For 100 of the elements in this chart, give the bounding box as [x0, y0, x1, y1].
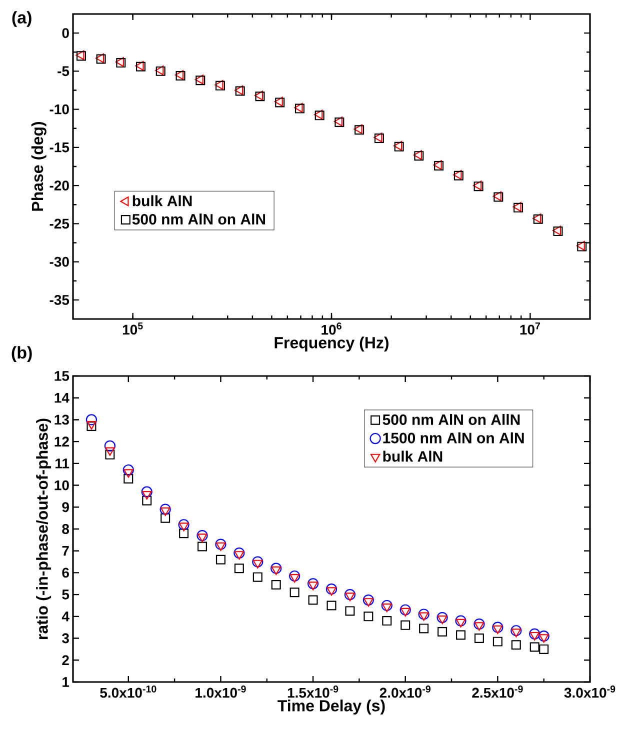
point	[290, 574, 300, 583]
y-tick-label: 12	[54, 436, 69, 446]
x-tick-label: 10$^{6}$	[322, 322, 342, 335]
point	[271, 580, 281, 590]
legend-label: 500 nm AlN on AllN	[382, 414, 520, 425]
y-tick-label: 15	[54, 371, 70, 381]
chart-title: (b)	[12, 346, 32, 362]
x-axis-title: Time Delay (s)	[278, 700, 385, 715]
x-tick-label: 1.5x10$^{-9}$	[288, 686, 338, 698]
point	[160, 513, 170, 523]
y-tick-label: -10	[50, 104, 69, 114]
point	[418, 612, 429, 621]
point	[196, 530, 208, 542]
point	[418, 608, 430, 620]
point	[124, 469, 134, 478]
point	[530, 632, 540, 641]
point	[216, 542, 226, 551]
point	[511, 640, 521, 650]
point	[160, 504, 171, 515]
x-tick-label: 10$^{7}$	[520, 322, 540, 335]
y-tick-label: 2	[62, 655, 69, 666]
x-axis-title: Frequency (Hz)	[274, 336, 388, 352]
point	[160, 507, 170, 516]
point	[438, 626, 448, 636]
point	[122, 464, 134, 476]
point	[364, 598, 374, 607]
y-tick-label: -15	[50, 142, 70, 152]
point	[290, 588, 300, 598]
point	[492, 625, 503, 634]
point	[289, 570, 300, 582]
y-tick-label: -25	[50, 218, 70, 229]
y-tick-label: -5	[58, 66, 70, 76]
point	[492, 622, 504, 633]
point	[234, 551, 244, 560]
point	[456, 630, 466, 640]
y-tick-label: 10	[54, 480, 69, 490]
y-tick-label: 11	[56, 458, 70, 468]
y-tick-label: -20	[50, 180, 69, 191]
x-tick-label: 2.5x10$^{-9}$	[472, 686, 523, 698]
y-tick-label: 14	[54, 393, 70, 403]
point	[252, 560, 263, 568]
point	[538, 630, 550, 642]
point	[307, 578, 319, 590]
y-tick-label: 5	[62, 590, 70, 600]
point	[216, 554, 226, 564]
point	[105, 447, 115, 456]
x-tick-label: 5.0x10$^{-10}$	[100, 686, 156, 698]
point	[400, 608, 410, 617]
point	[364, 612, 374, 622]
point	[474, 634, 484, 644]
point	[345, 592, 355, 602]
point	[141, 486, 152, 498]
point	[538, 634, 549, 643]
point	[510, 625, 522, 636]
y-tick-label: 3	[62, 633, 69, 644]
point	[419, 624, 429, 634]
x-tick-label: 2.0x10$^{-9}$	[380, 686, 430, 698]
y-axis-title: Phase (deg)	[31, 122, 46, 211]
y-tick-label: 0	[62, 28, 69, 38]
point	[252, 556, 264, 568]
point	[474, 622, 484, 631]
point	[382, 604, 392, 612]
point	[252, 572, 262, 582]
point	[326, 587, 336, 596]
legend-label: bulk AlN	[383, 450, 442, 462]
y-tick-label: 9	[62, 502, 69, 512]
point	[86, 414, 98, 426]
point	[215, 538, 226, 550]
point	[308, 582, 318, 590]
y-tick-label: 8	[62, 524, 70, 534]
point	[529, 628, 540, 640]
point	[345, 606, 355, 616]
point	[436, 612, 448, 624]
point	[178, 519, 190, 530]
legend-label: 500 nm AlN on AlN	[132, 214, 266, 225]
chart-title: (a)	[12, 11, 32, 27]
y-axis-title: ratio (-in-phase/out-of-phase)	[36, 418, 52, 640]
point	[382, 616, 392, 626]
y-tick-label: 6	[62, 568, 69, 578]
point	[179, 528, 189, 538]
point	[530, 642, 540, 652]
x-tick-label: 10$^{5}$	[122, 322, 143, 335]
point	[105, 450, 115, 460]
x-tick-label: 3.0x10$^{-9}$	[564, 686, 616, 698]
y-tick-label: -35	[50, 294, 70, 305]
point	[511, 628, 522, 638]
legend-label: bulk AlN	[132, 195, 192, 206]
legend-label: 1500 nm AlN on AlN	[383, 432, 524, 444]
point	[234, 547, 245, 559]
point	[198, 542, 207, 552]
point	[381, 600, 392, 612]
point	[455, 615, 466, 626]
point	[492, 636, 502, 646]
point	[124, 474, 134, 484]
point	[539, 644, 549, 654]
y-tick-label: 4	[62, 612, 70, 622]
point	[400, 604, 411, 616]
point	[271, 566, 281, 575]
point	[326, 584, 338, 595]
point	[308, 595, 318, 605]
